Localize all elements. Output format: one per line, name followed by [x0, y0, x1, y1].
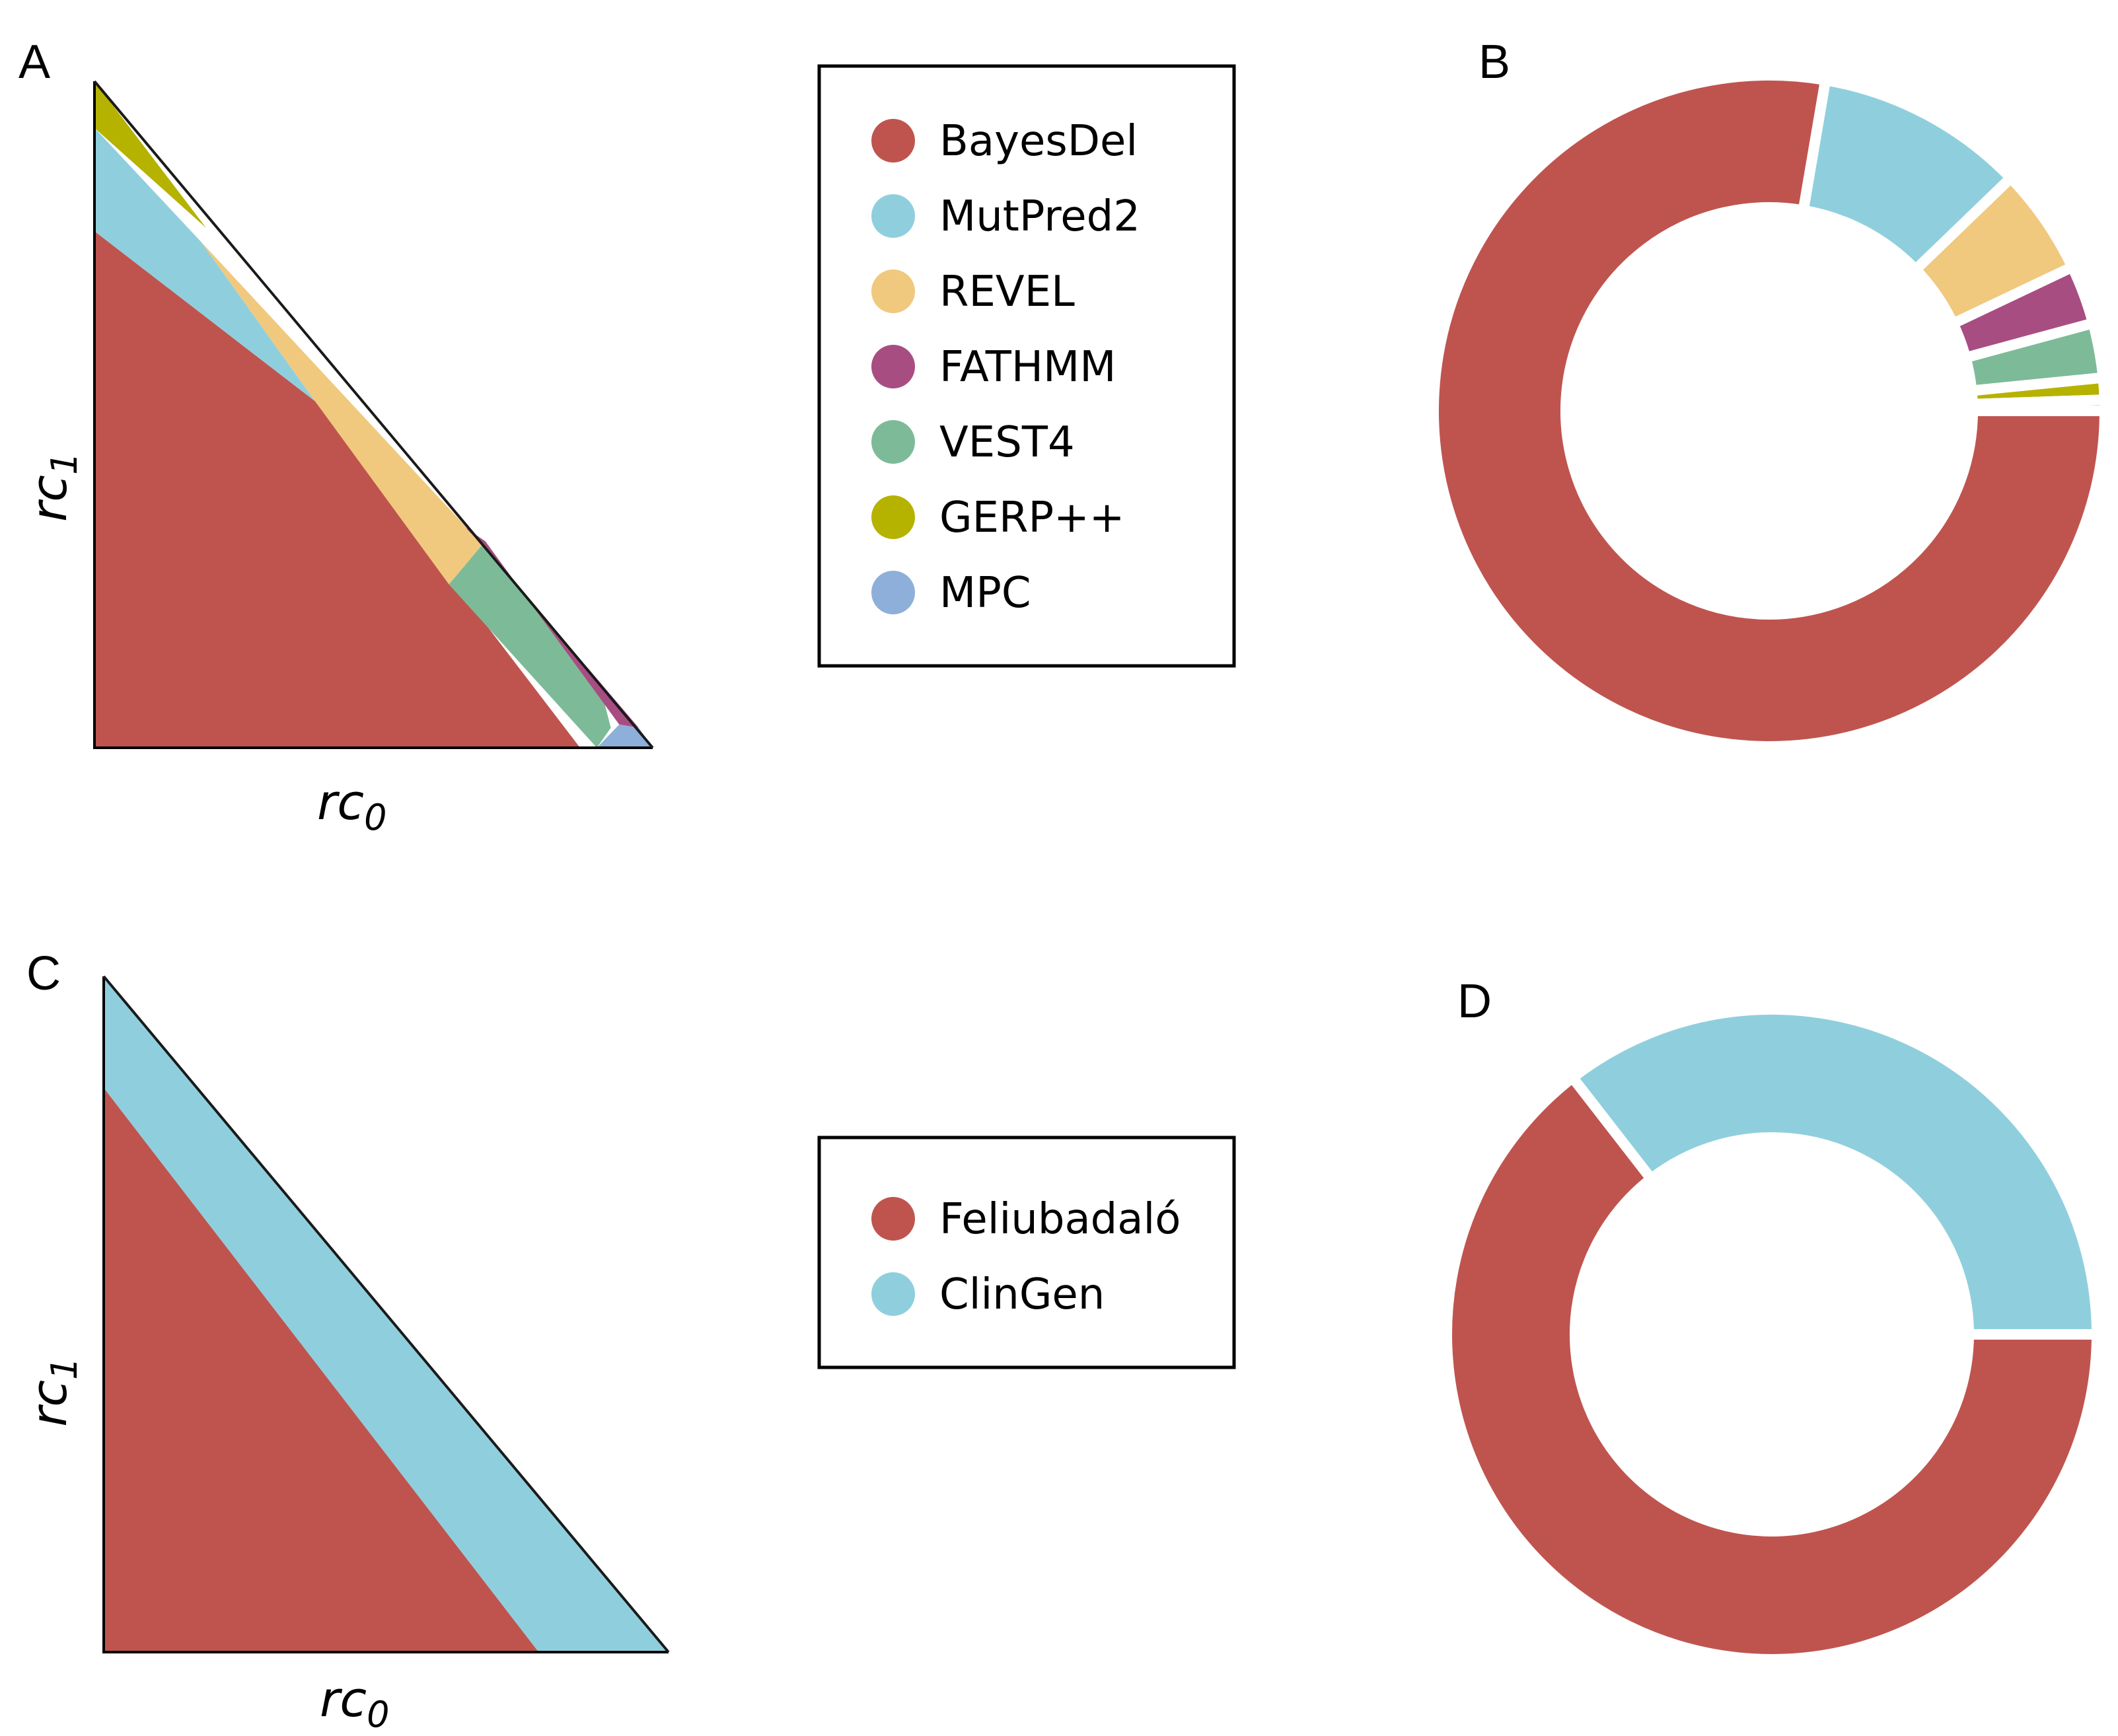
legend-marker-gerp	[871, 495, 915, 539]
slice-mpc-b	[1967, 394, 2111, 416]
legend-marker-vest4	[871, 420, 915, 464]
panel-label-b: B	[1479, 36, 1510, 89]
legend-label-gerp: GERP++	[939, 493, 1124, 542]
legend-marker-mpc	[871, 571, 915, 614]
triangle-plot-c	[102, 975, 670, 1653]
legend-marker-revel	[871, 270, 915, 313]
region-bayesdel-a	[94, 231, 581, 748]
region-vest4-a	[449, 544, 611, 748]
panel-c: C rc0 rc1	[21, 947, 670, 1735]
axes-a	[93, 81, 653, 749]
region-feliubadal-c	[104, 1087, 539, 1652]
legend-marker-mutpred2	[871, 194, 915, 238]
panel-label-a: A	[18, 36, 50, 89]
panel-label-d: D	[1457, 975, 1492, 1028]
legend-marker-fathmm	[871, 345, 915, 388]
region-mutpred2-a	[94, 127, 315, 402]
legend-marker-feliubadal	[871, 1197, 915, 1241]
legend-predictors: BayesDel MutPred2 REVEL FATHMM VEST4 GERP++ MP…	[817, 64, 1236, 668]
legend-label-feliubadal: Feliubadaló	[939, 1195, 1181, 1244]
panel-a: A rc0 rc1	[18, 36, 654, 838]
panel-d: D	[1442, 975, 2103, 1665]
hypotenuse-a	[93, 80, 654, 749]
legend-label-bayesdel: BayesDel	[939, 117, 1138, 166]
axes-c	[102, 976, 669, 1653]
legend-label-mpc: MPC	[939, 569, 1031, 618]
legend-box	[817, 1136, 1236, 1369]
legend-marker-clingen	[871, 1272, 915, 1316]
x-axis-label-c: rc0	[320, 1671, 389, 1735]
donut-chart-d	[1442, 1004, 2103, 1665]
legend-label-revel: REVEL	[939, 268, 1075, 316]
panel-label-c: C	[26, 947, 61, 1000]
legend-label-clingen: ClinGen	[939, 1270, 1105, 1319]
legend-label-vest4: VEST4	[939, 418, 1075, 467]
slice-clingen-d	[1565, 1004, 2103, 1340]
legend-label-fathmm: FATHMM	[939, 343, 1116, 392]
panel-b: B	[1428, 36, 2111, 752]
region-gerp-a	[94, 81, 206, 228]
y-axis-label-a: rc1	[21, 452, 85, 522]
x-axis-label-a: rc0	[317, 774, 386, 838]
legend-box	[817, 64, 1236, 668]
y-axis-label-c: rc1	[21, 1357, 85, 1427]
legend-label-mutpred2: MutPred2	[939, 192, 1140, 241]
slice-bayesdel-b	[1428, 70, 2111, 752]
triangle-plot-a	[93, 80, 654, 749]
region-revel-a	[200, 241, 483, 585]
slice-feliubadal-d	[1442, 1070, 2103, 1665]
legend-marker-bayesdel	[871, 119, 915, 163]
donut-chart-b	[1428, 70, 2111, 752]
hypotenuse-c	[102, 975, 670, 1653]
legend-sources: Feliubadaló ClinGen	[817, 1136, 1236, 1369]
